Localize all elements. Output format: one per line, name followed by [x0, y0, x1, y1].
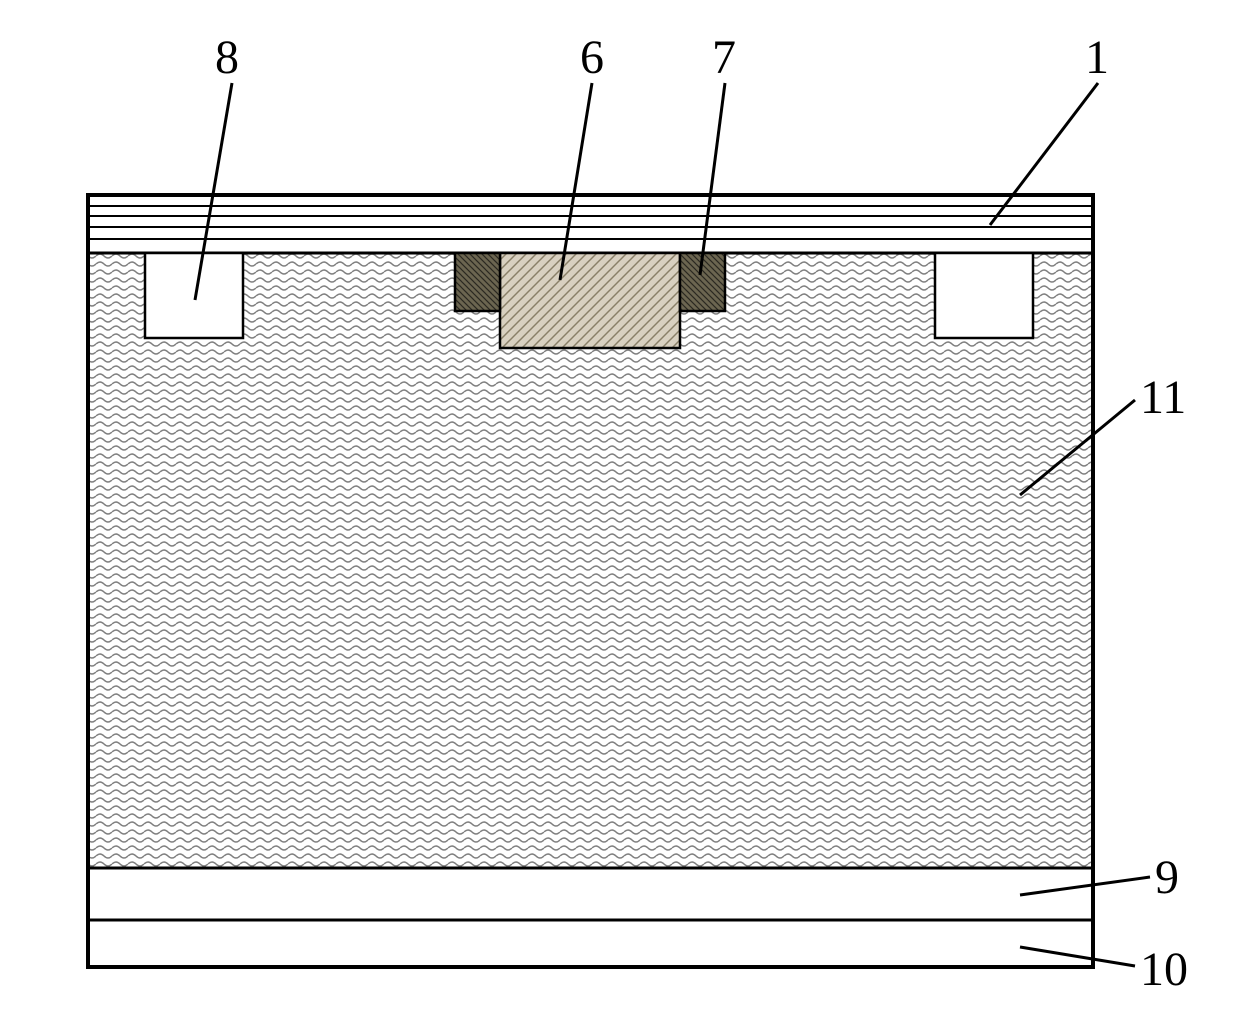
top-layer	[90, 197, 1091, 253]
center-region	[500, 253, 680, 348]
label-9: 9	[1155, 850, 1179, 905]
label-1: 1	[1085, 30, 1109, 85]
label-10: 10	[1140, 942, 1188, 997]
label-6: 6	[580, 30, 604, 85]
white-well-right	[935, 253, 1033, 338]
dark-block-left	[455, 253, 500, 311]
white-well-left	[145, 253, 243, 338]
label-7: 7	[712, 30, 736, 85]
label-8: 8	[215, 30, 239, 85]
cross-section-svg	[0, 0, 1240, 1012]
label-11: 11	[1140, 370, 1186, 425]
diagram-container: 8 6 7 1 11 9 10	[0, 0, 1240, 1012]
